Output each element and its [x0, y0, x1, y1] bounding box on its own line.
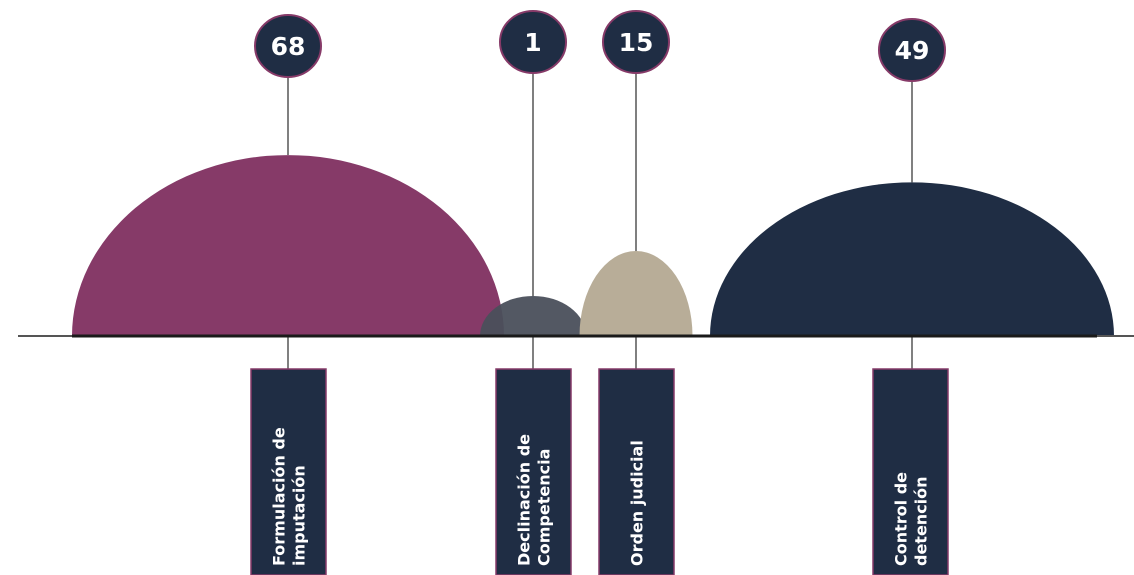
- category-label-box: [872, 368, 949, 575]
- category-label: Control de detención: [872, 368, 949, 575]
- category-label-text: Declinación de: [515, 434, 534, 566]
- value-label: 49: [895, 36, 930, 65]
- category-label-text: Formulación de: [270, 427, 289, 566]
- category-label-text: Control de: [892, 472, 911, 566]
- hemisphere-bar: [579, 250, 693, 336]
- category-label: Orden judicial: [598, 368, 675, 575]
- value-bubble-circle: [878, 18, 946, 82]
- hemisphere-bar: [480, 296, 586, 336]
- category-label: Formulación de imputación: [250, 368, 327, 575]
- connector-lines: [287, 74, 913, 369]
- category-label-box: [495, 368, 572, 575]
- category-label-text: Orden judicial: [628, 440, 647, 566]
- value-bubble: 49: [878, 18, 946, 82]
- value-bubble: 1: [499, 10, 567, 74]
- category-label-text: detención: [912, 476, 931, 566]
- value-label: 15: [619, 28, 654, 57]
- category-label-text: Competencia: [535, 449, 554, 566]
- hemisphere-bar: [710, 182, 1114, 336]
- category-label-box: [250, 368, 327, 575]
- value-bubble: 68: [254, 14, 322, 78]
- category-labels: Formulación de imputación Declinación de Co…: [250, 368, 949, 575]
- hemisphere-bar: [72, 155, 504, 336]
- category-label: Declinación de Competencia: [495, 368, 572, 575]
- value-label: 1: [524, 28, 541, 57]
- category-label-box: [598, 368, 675, 575]
- value-bubbles: 68 1 15 49: [254, 10, 946, 82]
- value-bubble: 15: [602, 10, 670, 74]
- hemispheres: [72, 155, 1114, 336]
- category-label-text: imputación: [290, 465, 309, 566]
- value-bubble-circle: [602, 10, 670, 74]
- value-bubble-circle: [499, 10, 567, 74]
- value-label: 68: [271, 32, 306, 61]
- value-bubble-circle: [254, 14, 322, 78]
